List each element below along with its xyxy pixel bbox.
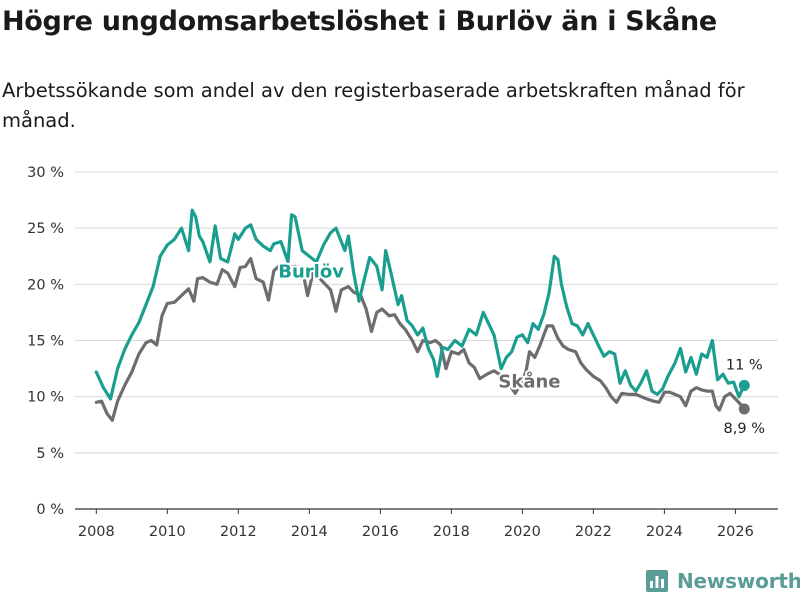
x-tick-label: 2026: [717, 524, 754, 540]
x-tick-label: 2016: [362, 524, 399, 540]
x-tick-label: 2010: [149, 524, 186, 540]
end-label-skane: 8,9 %: [724, 421, 765, 437]
series-line-burlov: [94, 208, 746, 401]
chart-subtitle: Arbetssökande som andel av den registerb…: [2, 79, 745, 132]
y-axis-ticks: 0 % 5 % 10 % 15 % 20 % 25 % 30 %: [27, 165, 64, 518]
end-point-burlov: [738, 379, 750, 391]
end-label-burlov: 11 %: [726, 357, 763, 373]
y-tick-label: 10 %: [27, 390, 64, 406]
series-lines: [94, 208, 750, 422]
bar-chart-logo-icon: [646, 570, 668, 592]
y-tick-label: 0 %: [36, 502, 64, 518]
logo-text: Newsworthy: [677, 569, 800, 593]
series-label-burlov: Burlöv: [278, 262, 344, 283]
chart-title: Högre ungdomsarbetslöshet i Burlöv än i …: [2, 6, 717, 37]
x-tick-label: 2020: [504, 524, 541, 540]
x-tick-label: 2012: [220, 524, 257, 540]
y-tick-label: 20 %: [27, 277, 64, 293]
x-tick-label: 2014: [291, 524, 328, 540]
x-tick-label: 2024: [646, 524, 683, 540]
newsworthy-logo: Newsworthy: [646, 569, 800, 593]
x-tick-label: 2022: [575, 524, 612, 540]
x-tick-label: 2008: [78, 524, 115, 540]
series-label-skane: Skåne: [498, 371, 560, 393]
end-point-skane: [738, 403, 750, 415]
y-tick-label: 25 %: [27, 221, 64, 237]
y-tick-label: 5 %: [36, 446, 64, 462]
series-line-skane: [94, 256, 746, 422]
x-axis-ticks: 2008 2010 2012 2014 2016 2018 2020 2022 2024 2026: [78, 509, 754, 540]
x-tick-label: 2018: [433, 524, 470, 540]
series-labels: Burlöv Skåne 11 % 8,9 %: [276, 260, 765, 437]
y-tick-label: 30 %: [27, 165, 64, 181]
y-tick-label: 15 %: [27, 334, 64, 350]
